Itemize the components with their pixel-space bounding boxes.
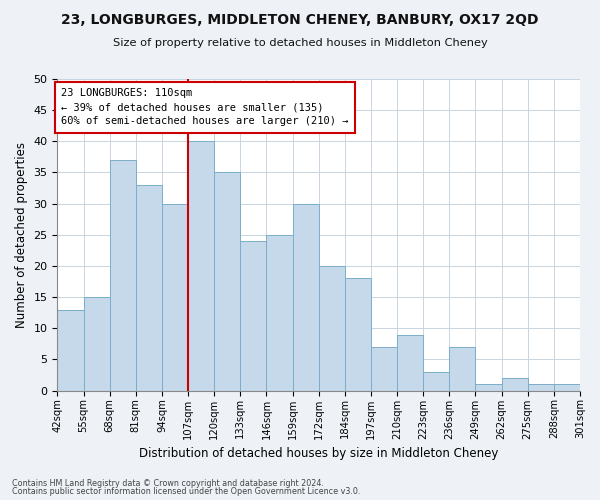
Bar [319, 266, 345, 390]
Bar [214, 172, 241, 390]
Text: 23 LONGBURGES: 110sqm
← 39% of detached houses are smaller (135)
60% of semi-det: 23 LONGBURGES: 110sqm ← 39% of detached … [61, 88, 349, 126]
Bar [110, 160, 136, 390]
Bar [502, 378, 528, 390]
Bar [449, 347, 475, 391]
Bar [528, 384, 554, 390]
X-axis label: Distribution of detached houses by size in Middleton Cheney: Distribution of detached houses by size … [139, 447, 499, 460]
Bar [397, 334, 423, 390]
Bar [554, 384, 580, 390]
Bar [58, 310, 83, 390]
Bar [345, 278, 371, 390]
Bar [241, 241, 266, 390]
Bar [371, 347, 397, 391]
Text: 23, LONGBURGES, MIDDLETON CHENEY, BANBURY, OX17 2QD: 23, LONGBURGES, MIDDLETON CHENEY, BANBUR… [61, 12, 539, 26]
Text: Contains HM Land Registry data © Crown copyright and database right 2024.: Contains HM Land Registry data © Crown c… [12, 478, 324, 488]
Bar [83, 297, 110, 390]
Text: Contains public sector information licensed under the Open Government Licence v3: Contains public sector information licen… [12, 487, 361, 496]
Y-axis label: Number of detached properties: Number of detached properties [15, 142, 28, 328]
Bar [136, 185, 162, 390]
Bar [162, 204, 188, 390]
Bar [293, 204, 319, 390]
Bar [475, 384, 502, 390]
Text: Size of property relative to detached houses in Middleton Cheney: Size of property relative to detached ho… [113, 38, 487, 48]
Bar [188, 142, 214, 390]
Bar [423, 372, 449, 390]
Bar [266, 235, 293, 390]
